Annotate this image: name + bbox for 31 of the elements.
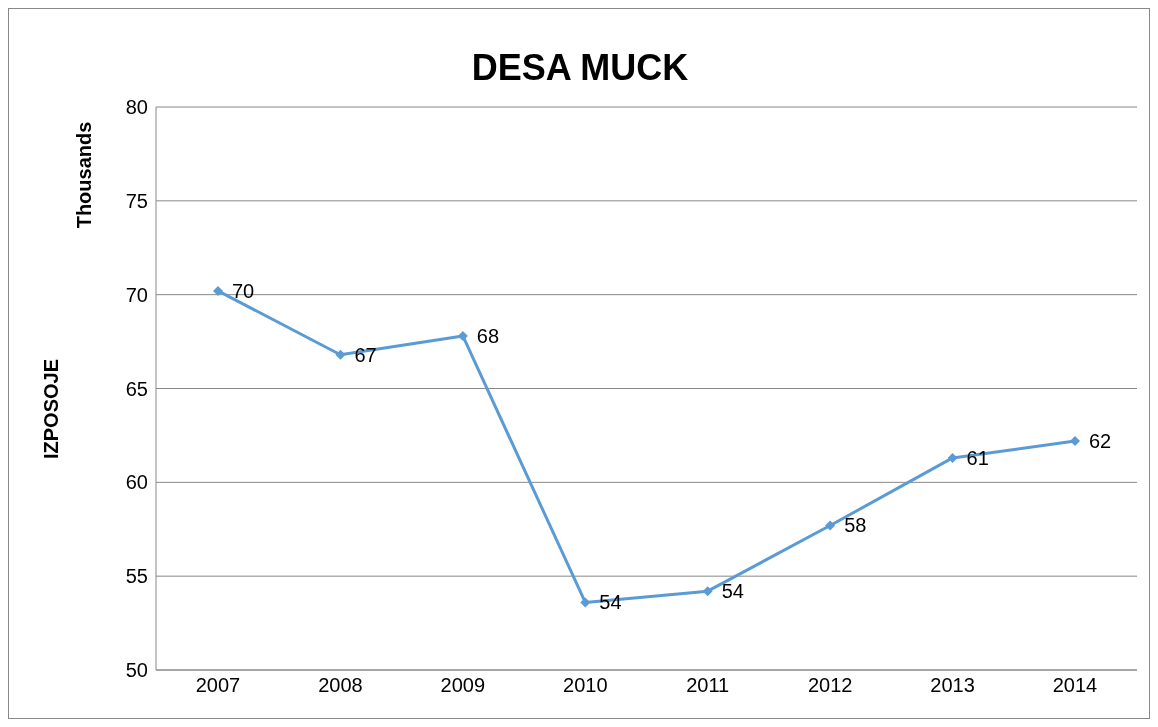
chart-title: DESA MUCK: [470, 47, 690, 89]
x-tick-label: 2012: [807, 674, 853, 697]
x-tick-label: 2008: [318, 674, 363, 697]
point: [213, 285, 223, 296]
y-tick-label: 80: [125, 96, 148, 119]
text: Thousands: [72, 121, 96, 229]
point: [947, 452, 958, 463]
y-tick-label: 55: [125, 565, 148, 588]
data-label: 62: [1089, 430, 1112, 453]
data-label: 54: [721, 580, 744, 603]
data-label: 70: [232, 279, 255, 302]
x-tick-label: 2010: [563, 674, 608, 697]
point: [702, 586, 713, 597]
x-tick-label: 2011: [686, 674, 730, 697]
y-tick-label: 60: [125, 471, 148, 494]
y-tick-label: 50: [125, 659, 148, 682]
y-axis-title: IZPOSOJE: [39, 358, 63, 460]
point: [335, 349, 346, 360]
point: [457, 330, 468, 341]
y-tick-label: 65: [125, 377, 148, 400]
x-tick-label: 2013: [930, 674, 975, 697]
y-tick-label: 75: [125, 189, 148, 212]
point: [1070, 436, 1080, 447]
data-label: 58: [844, 514, 867, 537]
x-tick-label: 2009: [440, 674, 486, 697]
point: [580, 597, 591, 608]
data-label: 68: [476, 324, 500, 347]
x-tick-label: 2007: [195, 674, 241, 697]
point: [825, 520, 836, 531]
x-tick-label: 2014: [1052, 674, 1098, 697]
y-tick-label: 70: [125, 283, 148, 306]
